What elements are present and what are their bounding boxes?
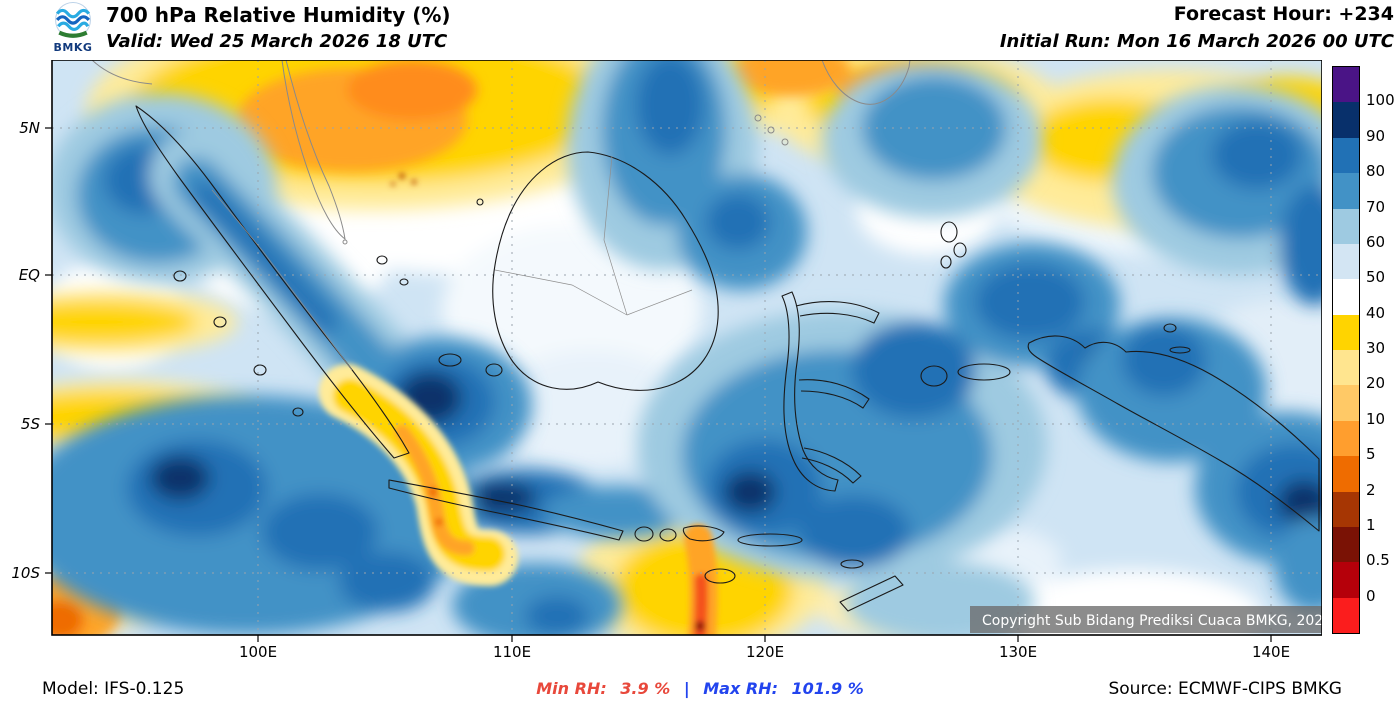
colorbar-label: 100 bbox=[1366, 91, 1395, 110]
max-rh-value: 101.9 % bbox=[791, 679, 864, 698]
colorbar-segment bbox=[1333, 314, 1359, 350]
colorbar-label: 60 bbox=[1366, 232, 1386, 251]
model-label: Model: IFS-0.125 bbox=[42, 679, 185, 699]
lon-tick-label: 110E bbox=[492, 643, 532, 661]
forecast-hour: Forecast Hour: +234 bbox=[1173, 3, 1394, 25]
min-rh-value: 3.9 % bbox=[620, 679, 671, 698]
lon-tick-label: 100E bbox=[238, 643, 278, 661]
bmkg-logo-icon bbox=[55, 2, 91, 38]
lat-tick-label: 5S bbox=[20, 415, 40, 433]
colorbar-label: 90 bbox=[1366, 126, 1386, 145]
humidity-map: Copyright Sub Bidang Prediksi Cuaca BMKG… bbox=[45, 60, 1322, 642]
colorbar-segment bbox=[1333, 420, 1359, 457]
map-frame bbox=[45, 60, 1322, 642]
bmkg-logo-label: BMKG bbox=[53, 41, 93, 54]
colorbar-label: 40 bbox=[1366, 303, 1386, 322]
colorbar-segment bbox=[1333, 491, 1359, 527]
colorbar-segment bbox=[1333, 67, 1359, 103]
page-title: 700 hPa Relative Humidity (%) bbox=[106, 3, 451, 27]
colorbar-label: 10 bbox=[1366, 409, 1386, 428]
colorbar-segment bbox=[1333, 526, 1359, 563]
colorbar-segment bbox=[1333, 137, 1359, 174]
colorbar-segment bbox=[1333, 385, 1359, 421]
copyright-text: Copyright Sub Bidang Prediksi Cuaca BMKG… bbox=[982, 613, 1322, 629]
colorbar-segment bbox=[1333, 102, 1359, 138]
colorbar-segment bbox=[1333, 350, 1359, 386]
colorbar-segment bbox=[1333, 562, 1359, 598]
colorbar-segment bbox=[1333, 597, 1359, 633]
colorbar-segment bbox=[1333, 243, 1359, 280]
initial-run: Initial Run: Mon 16 March 2026 00 UTC bbox=[999, 31, 1394, 52]
lat-tick-label: 5N bbox=[19, 119, 40, 137]
colorbar-label: 50 bbox=[1366, 268, 1386, 287]
coastlines bbox=[135, 105, 1320, 612]
colorbar-segment bbox=[1333, 279, 1359, 315]
humidity-field bbox=[52, 60, 1322, 635]
min-rh-label: Min RH: bbox=[536, 679, 607, 698]
lat-tick-label: 10S bbox=[11, 564, 40, 582]
minmax-separator: | bbox=[683, 679, 690, 698]
neighbor-coastlines bbox=[91, 60, 911, 245]
colorbar-segment bbox=[1333, 208, 1359, 244]
colorbar-label: 30 bbox=[1366, 339, 1386, 357]
colorbar-label: 0.5 bbox=[1366, 551, 1390, 570]
max-rh-label: Max RH: bbox=[703, 679, 778, 698]
colorbar-segment bbox=[1333, 456, 1359, 492]
colorbar-segment bbox=[1333, 173, 1359, 209]
lon-tick-label: 130E bbox=[998, 643, 1038, 661]
colorbar-label: 2 bbox=[1366, 480, 1376, 499]
lon-tick-label: 120E bbox=[745, 643, 785, 661]
admin-boundaries bbox=[211, 155, 693, 371]
lon-tick-label: 140E bbox=[1251, 643, 1291, 661]
copyright-strip: Copyright Sub Bidang Prediksi Cuaca BMKG… bbox=[970, 606, 1322, 633]
colorbar-label: 70 bbox=[1366, 197, 1386, 216]
minmax-line: Min RH: 3.9 % | Max RH: 101.9 % bbox=[0, 679, 1400, 698]
lat-tick-label: EQ bbox=[18, 266, 40, 284]
bmkg-logo: BMKG bbox=[44, 2, 102, 54]
colorbar-label: 0 bbox=[1366, 586, 1376, 605]
colorbar bbox=[1332, 66, 1360, 634]
source-label: Source: ECMWF-CIPS BMKG bbox=[1108, 679, 1342, 699]
colorbar-label: 20 bbox=[1366, 374, 1386, 393]
colorbar-label: 5 bbox=[1366, 445, 1376, 464]
colorbar-label: 80 bbox=[1366, 162, 1386, 181]
colorbar-label: 1 bbox=[1366, 515, 1376, 534]
valid-time: Valid: Wed 25 March 2026 18 UTC bbox=[106, 31, 448, 52]
